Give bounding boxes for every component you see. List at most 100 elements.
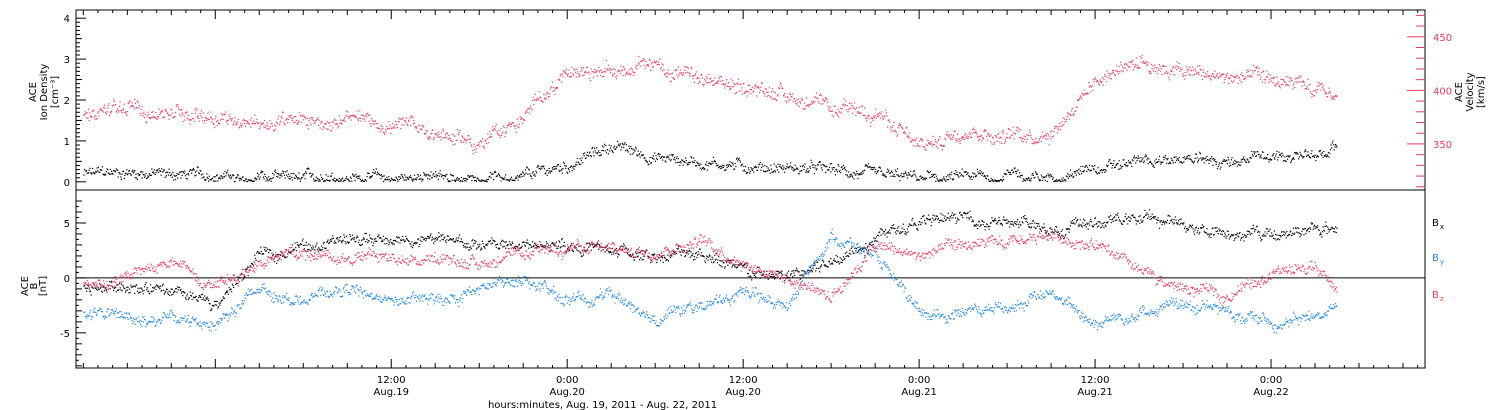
data-point-density xyxy=(287,176,289,178)
data-point-bx xyxy=(748,275,750,278)
data-point-density xyxy=(900,172,903,174)
data-point-density xyxy=(541,165,544,167)
data-point-bx xyxy=(815,267,817,269)
data-point-bx xyxy=(303,244,305,247)
data-point-velocity xyxy=(114,104,116,106)
data-point-velocity xyxy=(99,109,101,111)
data-point-velocity xyxy=(1213,75,1215,77)
data-point-bx xyxy=(702,255,704,257)
data-point-density xyxy=(587,154,589,157)
data-point-density xyxy=(842,164,844,166)
data-point-bx xyxy=(192,292,194,294)
data-point-velocity xyxy=(602,76,604,78)
data-point-velocity xyxy=(123,103,125,105)
data-point-density xyxy=(342,180,344,182)
data-point-velocity xyxy=(861,105,864,107)
data-point-bx xyxy=(573,246,575,248)
data-point-density xyxy=(359,178,361,180)
data-point-velocity xyxy=(609,67,611,69)
data-point-density xyxy=(1168,163,1170,165)
data-point-bx xyxy=(322,243,325,245)
data-point-velocity xyxy=(223,113,225,115)
data-point-velocity xyxy=(129,100,131,102)
data-point-density xyxy=(121,173,123,175)
data-point-density xyxy=(840,166,842,169)
data-point-density xyxy=(680,162,682,164)
data-point-velocity xyxy=(988,133,990,135)
data-point-velocity xyxy=(747,91,749,93)
data-point-density xyxy=(651,156,653,159)
data-point-velocity xyxy=(401,124,403,126)
data-point-density xyxy=(1133,155,1135,157)
data-point-density xyxy=(559,170,561,173)
data-point-velocity xyxy=(565,72,567,74)
data-point-bx xyxy=(210,309,212,312)
data-point-velocity xyxy=(260,122,262,124)
data-point-density xyxy=(632,148,634,150)
data-point-velocity xyxy=(440,139,442,141)
data-point-density xyxy=(96,167,98,169)
data-point-bx xyxy=(466,246,468,248)
data-point-density xyxy=(1042,177,1044,179)
data-point-velocity xyxy=(1057,127,1059,129)
data-point-density xyxy=(258,174,260,176)
data-point-density xyxy=(989,180,992,182)
data-point-density xyxy=(303,175,305,177)
data-point-density xyxy=(191,170,193,172)
data-point-density xyxy=(675,162,677,164)
data-point-bx xyxy=(464,243,466,245)
data-point-density xyxy=(1073,171,1075,173)
data-point-bx xyxy=(708,256,710,258)
data-point-velocity xyxy=(1259,78,1261,80)
data-point-velocity xyxy=(1053,131,1055,133)
data-point-density xyxy=(449,180,451,182)
data-point-bx xyxy=(353,238,355,241)
data-point-density xyxy=(415,178,417,180)
data-point-velocity xyxy=(374,120,376,122)
data-point-velocity xyxy=(1005,137,1007,139)
data-point-velocity xyxy=(381,126,383,128)
data-point-velocity xyxy=(838,111,840,113)
data-point-bx xyxy=(345,235,348,237)
data-point-density xyxy=(1262,151,1264,153)
data-point-density xyxy=(1104,169,1106,171)
data-point-velocity xyxy=(231,120,233,122)
data-point-density xyxy=(415,179,418,181)
data-point-density xyxy=(1207,159,1209,161)
data-point-density xyxy=(747,172,749,174)
data-point-density xyxy=(1205,157,1207,159)
data-point-bx xyxy=(858,251,860,253)
data-point-density xyxy=(382,175,384,177)
data-point-velocity xyxy=(295,115,297,118)
data-point-velocity xyxy=(777,94,779,96)
data-point-density xyxy=(510,178,512,180)
data-point-density xyxy=(666,155,668,157)
data-point-velocity xyxy=(1127,64,1129,67)
data-point-velocity xyxy=(283,121,285,123)
data-point-bx xyxy=(760,271,762,273)
data-point-density xyxy=(655,155,657,157)
data-point-density xyxy=(175,175,177,177)
data-point-bx xyxy=(110,281,112,283)
data-point-density xyxy=(526,166,528,168)
data-point-velocity xyxy=(254,114,256,116)
data-point-bx xyxy=(514,247,517,249)
series-velocity-points xyxy=(83,54,1338,155)
data-point-bx xyxy=(631,256,633,258)
data-point-density xyxy=(218,177,220,179)
data-point-velocity xyxy=(139,112,141,114)
data-point-bx xyxy=(399,242,401,244)
data-point-density xyxy=(259,176,261,178)
data-point-velocity xyxy=(705,76,707,78)
data-point-bx xyxy=(233,286,235,289)
data-point-density xyxy=(998,180,1000,183)
data-point-velocity xyxy=(201,117,203,119)
data-point-velocity xyxy=(999,141,1001,143)
data-point-bx xyxy=(816,261,818,263)
data-point-density xyxy=(1204,158,1206,160)
data-point-velocity xyxy=(171,108,173,110)
data-point-velocity xyxy=(393,125,395,127)
data-point-velocity xyxy=(588,71,590,73)
data-point-density xyxy=(532,171,534,173)
data-point-density xyxy=(1276,150,1278,152)
